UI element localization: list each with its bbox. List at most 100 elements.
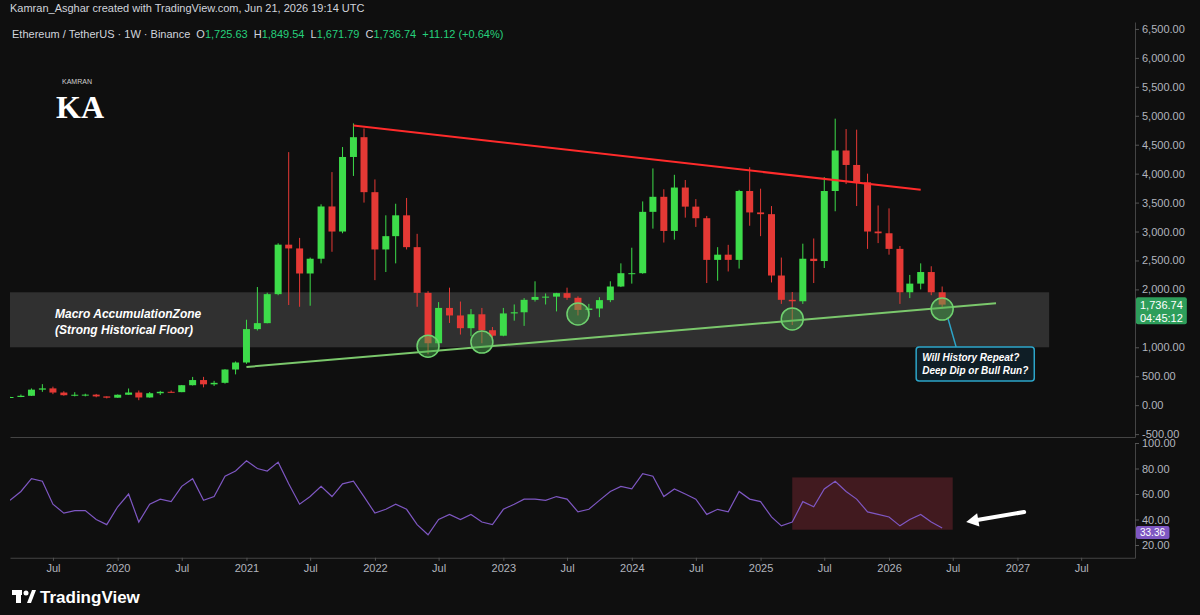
tick-label: Jul [689,562,703,574]
candle-body [446,308,453,316]
candle-body [403,215,410,247]
tick: 3,000.00 [1135,226,1185,238]
tick-mark [1135,232,1139,233]
candle-body [553,293,560,296]
candle-wick [878,205,879,243]
tick: 2020 [106,558,130,574]
tick-mark [1135,203,1139,204]
tick: 5,000.00 [1135,110,1185,122]
candle-body [275,245,282,294]
y-axis: -500.000.00500.001,000.002,000.002,500.0… [1135,23,1185,441]
candle-body [660,197,667,231]
tick-mark [375,558,376,561]
candle-body [200,380,207,384]
tick-label: 5,500.00 [1142,81,1185,93]
candle-body [714,255,721,260]
ohlc-item: L1,671.79 [311,28,360,40]
tick: 2,000.00 [1135,283,1185,295]
callout-text: Will History Repeat?Deep Dip or Bull Run… [922,352,1028,376]
candle-body [125,393,132,395]
candle-body [746,191,753,212]
tick-label: 4,000.00 [1142,168,1185,180]
candle-body [243,329,250,362]
rsi-last-box [1136,526,1169,539]
candle-body [49,388,56,392]
tick-label: 500.00 [1142,370,1176,382]
tick-label: Jul [432,562,446,574]
candle-body [211,383,218,385]
tick-label: Jul [1075,562,1089,574]
tick-mark [761,558,762,561]
candle-body [189,380,196,385]
watermark-logo-dot [24,591,29,596]
candle-wick [42,384,43,392]
tick-mark [824,558,825,561]
candle-body [414,247,421,293]
candle-body [521,300,528,312]
zone-label-line: Macro AccumulationZone [55,307,202,321]
candle-body [649,197,656,212]
y-axis: 20.0040.0060.0080.00100.00 [1135,437,1176,558]
candle-body [39,388,46,389]
candle-body [596,300,603,308]
watermark-logo-slash [27,590,36,603]
tick-mark [1135,58,1139,59]
tick-mark [1081,558,1082,561]
axis-line [11,437,1136,438]
tick: Jul [1075,558,1089,574]
tick-mark [1135,443,1139,444]
tick-mark [439,558,440,561]
candle-body [457,315,464,328]
tick-label: 5,000.00 [1142,110,1185,122]
trendline [353,126,920,190]
tick: 2023 [492,558,516,574]
candle-body [736,191,743,260]
tick-label: 2020 [106,562,130,574]
candle-body [789,300,796,301]
tick: 40.00 [1135,514,1170,526]
highlight-circle [471,331,493,353]
tick-label: 100.00 [1142,437,1176,449]
tick-mark [1135,29,1139,30]
callout: Will History Repeat?Deep Dip or Bull Run… [916,319,1034,381]
tick: Jul [432,558,446,574]
tick-mark [1135,87,1139,88]
plot-area [10,119,1049,401]
tick-label: 2026 [877,562,901,574]
last-price-box [1136,297,1187,324]
tick-label: Jul [818,562,832,574]
highlight-circle [931,298,953,320]
rsi-plot-area [10,461,953,535]
rsi-last-value: 33.36 [1136,526,1169,539]
ohlc-value: 1,671.79 [317,28,360,40]
candle-body [114,395,121,398]
candle-body [135,393,142,398]
tick-mark [1135,174,1139,175]
tick-label: 2025 [749,562,773,574]
candle-body [532,297,539,300]
candle-body [264,294,271,323]
title: Ethereum / TetherUS · 1W · Binance [12,28,190,40]
tick-mark [953,558,954,561]
candle-body [639,212,646,273]
candle-body [296,248,303,273]
tick-mark [1017,558,1018,561]
candle-body [82,395,89,396]
tick-label: 2023 [492,562,516,574]
candle-body [168,392,175,393]
logo-caption: KAMRAN [62,78,92,85]
axis-line [1135,444,1136,559]
tick-label: 60.00 [1142,488,1170,500]
candle-body [511,312,518,313]
tick: 1,000.00 [1135,341,1185,353]
candle-body [328,206,335,231]
axis-line [1135,23,1136,438]
ohlc-value: 1,736.74 [373,28,416,40]
rsi-line [10,461,942,535]
ohlc-item: O1,725.63 [196,28,247,40]
tick: 0.00 [1135,399,1163,411]
tick-mark [567,558,568,561]
tick-mark [1135,545,1139,546]
candle-body [60,393,67,396]
ohlc-item: C1,736.74 [365,28,416,40]
